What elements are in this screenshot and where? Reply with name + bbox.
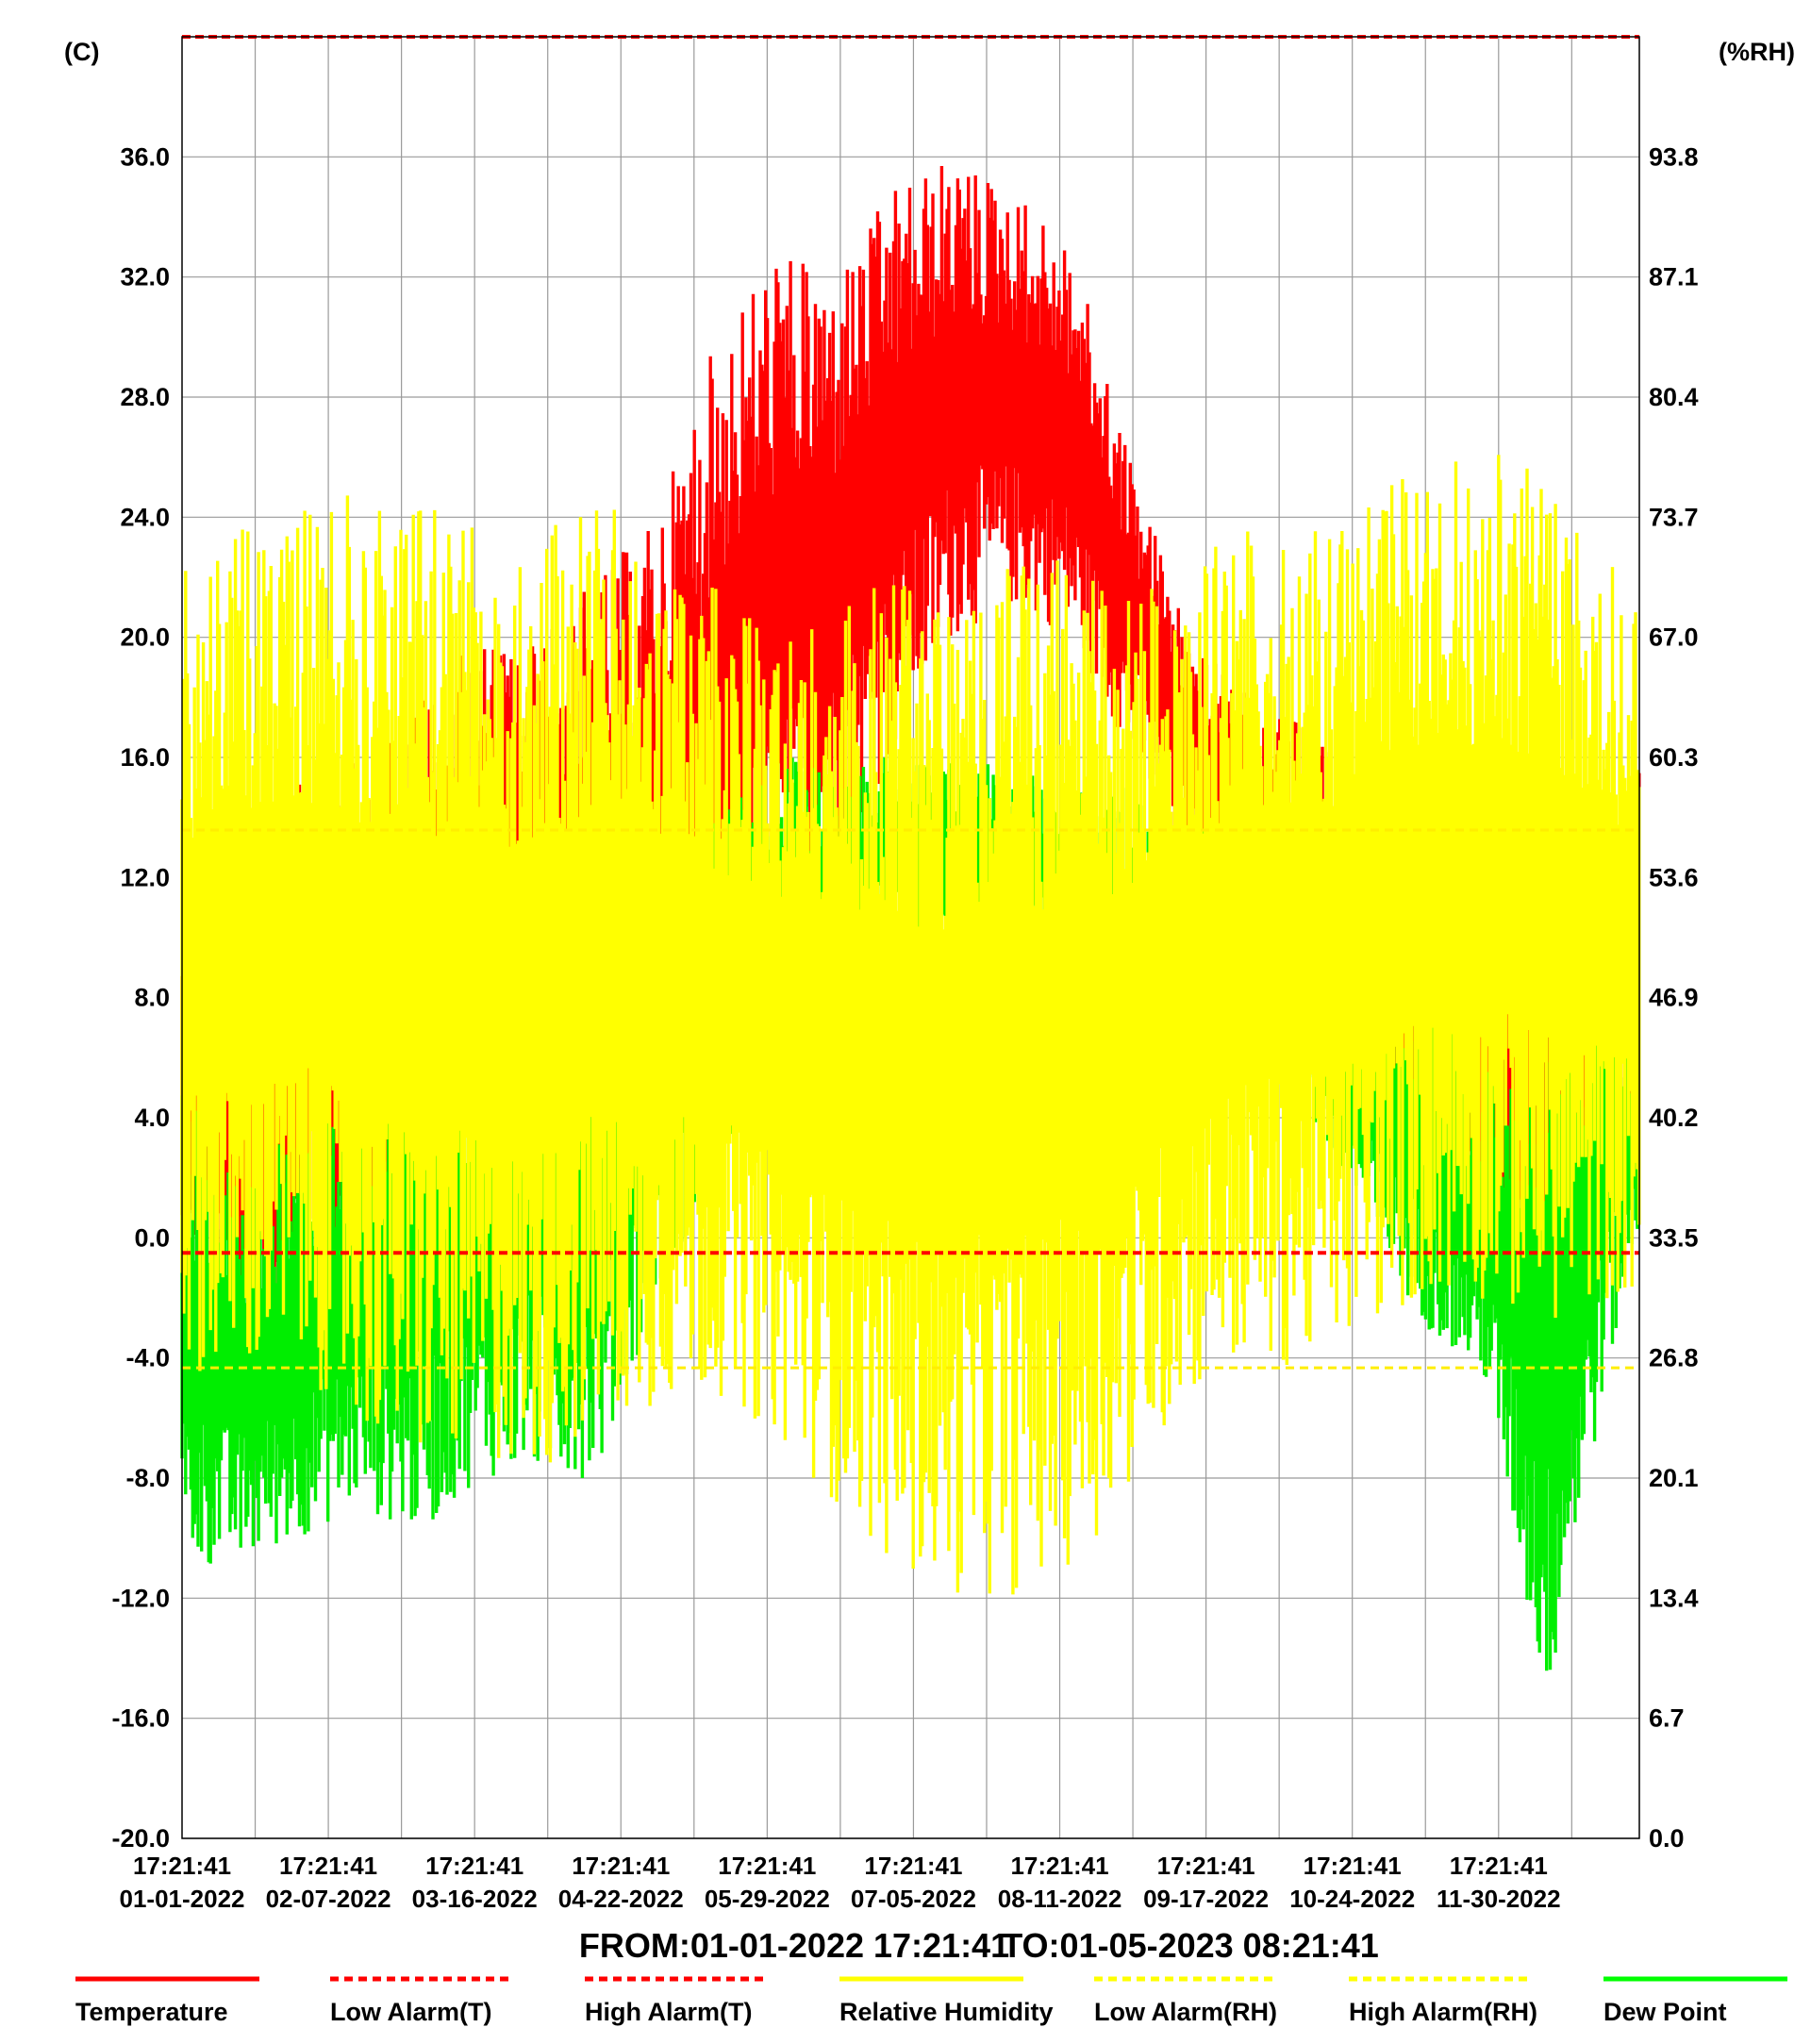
right-tick-label: 80.4: [1649, 383, 1699, 411]
x-tick-date: 10-24-2022: [1289, 1885, 1415, 1913]
left-tick-label: 12.0: [120, 863, 170, 891]
left-tick-label: 4.0: [134, 1104, 170, 1132]
x-tick-time: 17:21:41: [1450, 1852, 1548, 1880]
x-tick-date: 05-29-2022: [705, 1885, 830, 1913]
left-tick-label: 16.0: [120, 743, 170, 772]
right-tick-label: 93.8: [1649, 142, 1699, 171]
legend-label: Low Alarm(T): [330, 1998, 492, 2026]
right-tick-label: 13.4: [1649, 1584, 1699, 1612]
x-tick-time: 17:21:41: [572, 1852, 670, 1880]
x-tick-time: 17:21:41: [279, 1852, 377, 1880]
x-tick-date: 09-17-2022: [1143, 1885, 1269, 1913]
x-tick-date: 11-30-2022: [1437, 1885, 1561, 1913]
left-tick-label: 0.0: [134, 1223, 170, 1252]
right-tick-label: 26.8: [1649, 1344, 1699, 1372]
right-tick-label: 33.5: [1649, 1223, 1699, 1252]
date-range: FROM:01-01-2022 17:21:41 TO:01-05-2023 0…: [579, 1926, 1379, 1965]
x-tick-date: 01-01-2022: [120, 1885, 245, 1913]
x-tick-date: 02-07-2022: [266, 1885, 391, 1913]
legend-label: Temperature: [75, 1998, 228, 2026]
right-tick-label: 0.0: [1649, 1824, 1685, 1853]
x-tick-time: 17:21:41: [718, 1852, 816, 1880]
legend-label: Dew Point: [1603, 1998, 1727, 2026]
x-tick-time: 17:21:41: [1010, 1852, 1108, 1880]
left-tick-label: 36.0: [120, 142, 170, 171]
axes-labels: (C) (%RH) 36.0 93.8 32.0 87.1 28.0 80.4 24.0 73…: [64, 38, 1795, 1913]
x-tick-date: 07-05-2022: [851, 1885, 976, 1913]
x-tick-time: 17:21:41: [1157, 1852, 1255, 1880]
x-tick-date: 08-11-2022: [998, 1885, 1122, 1913]
left-tick-label: -12.0: [111, 1584, 170, 1612]
plot-border: [181, 36, 1640, 1839]
x-tick-time: 17:21:41: [864, 1852, 962, 1880]
right-tick-label: 73.7: [1649, 503, 1699, 531]
series-layer: [180, 166, 1641, 1671]
x-tick-time: 17:21:41: [1304, 1852, 1402, 1880]
legend-label: High Alarm(RH): [1349, 1998, 1537, 2026]
left-tick-label: 28.0: [120, 383, 170, 411]
left-tick-label: 8.0: [134, 984, 170, 1012]
right-tick-label: 40.2: [1649, 1104, 1699, 1132]
legend-label: Low Alarm(RH): [1094, 1998, 1277, 2026]
right-tick-label: 60.3: [1649, 743, 1699, 772]
left-tick-label: 24.0: [120, 503, 170, 531]
left-tick-label: 20.0: [120, 623, 170, 652]
right-tick-label: 20.1: [1649, 1464, 1699, 1492]
left-tick-label: -8.0: [125, 1464, 170, 1492]
right-tick-label: 87.1: [1649, 263, 1699, 291]
x-tick-date: 03-16-2022: [412, 1885, 538, 1913]
x-tick-time: 17:21:41: [133, 1852, 231, 1880]
range-from: FROM:01-01-2022 17:21:41: [579, 1926, 1009, 1965]
right-axis-unit: (%RH): [1719, 38, 1795, 66]
right-tick-label: 53.6: [1649, 863, 1699, 891]
x-tick-date: 04-22-2022: [558, 1885, 684, 1913]
legend-label: Relative Humidity: [839, 1998, 1054, 2026]
left-tick-label: -16.0: [111, 1704, 170, 1733]
right-tick-label: 6.7: [1649, 1704, 1685, 1733]
x-tick-time: 17:21:41: [425, 1852, 523, 1880]
right-tick-label: 46.9: [1649, 984, 1699, 1012]
legend: Temperature Low Alarm(T) High Alarm(T) Rela…: [75, 1976, 1787, 2026]
left-tick-label: -20.0: [111, 1824, 170, 1853]
range-to: TO:01-05-2023 08:21:41: [1002, 1926, 1379, 1965]
left-tick-label: -4.0: [125, 1344, 170, 1372]
left-axis-unit: (C): [64, 38, 99, 66]
right-tick-label: 67.0: [1649, 623, 1699, 652]
legend-label: High Alarm(T): [585, 1998, 753, 2026]
left-tick-label: 32.0: [120, 263, 170, 291]
plot-frame: [181, 36, 1640, 1839]
